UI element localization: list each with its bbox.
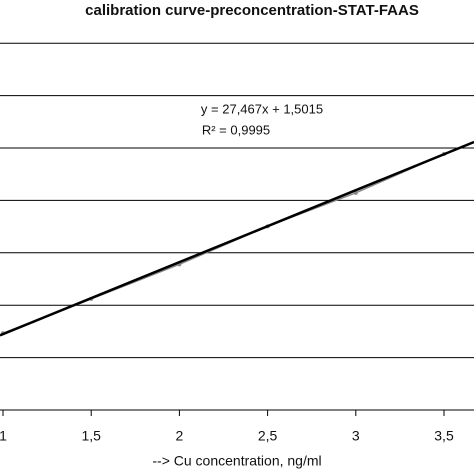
x-tick-label: 2,5 — [258, 428, 278, 444]
r-squared: R² = 0,9995 — [202, 122, 270, 137]
trendline-equation: y = 27,467x + 1,5015 — [201, 101, 323, 116]
x-tick-label: 1 — [0, 428, 7, 444]
chart-title: calibration curve-preconcentration-STAT-… — [85, 2, 419, 19]
x-tick-label: 1,5 — [81, 428, 101, 444]
x-tick-label: 2 — [176, 428, 184, 444]
x-axis-label: --> Cu concentration, ng/ml — [152, 453, 321, 469]
trendline — [0, 140, 474, 337]
x-tick-label: 3,5 — [434, 428, 454, 444]
x-tick-label: 3 — [352, 428, 360, 444]
